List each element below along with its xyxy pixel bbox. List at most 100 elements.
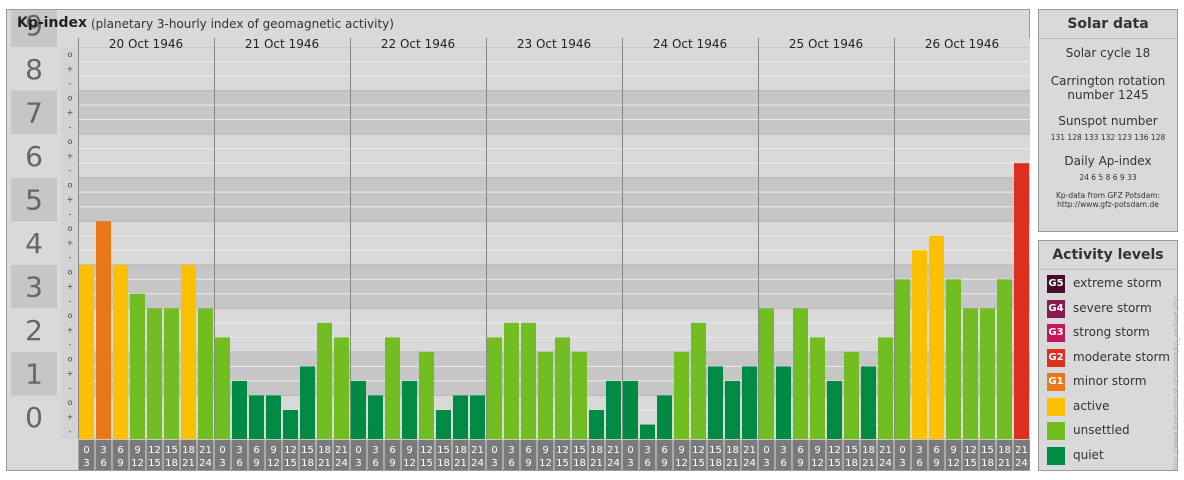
kp-bar-1-2 bbox=[249, 395, 264, 439]
y-tick-band bbox=[11, 264, 57, 309]
y-tick-label: 8 bbox=[25, 53, 43, 86]
interval-start: 6 bbox=[661, 445, 667, 456]
kp-bar-1-1 bbox=[232, 380, 247, 439]
level-g3-label: strong storm bbox=[1073, 325, 1150, 339]
interval-box bbox=[877, 440, 894, 470]
interval-box bbox=[605, 440, 622, 470]
interval-start: 9 bbox=[814, 445, 820, 456]
minor-tick-label: o bbox=[68, 224, 73, 233]
interval-box bbox=[707, 440, 724, 470]
interval-box bbox=[741, 440, 758, 470]
interval-end: 6 bbox=[916, 458, 922, 469]
kp-bar-6-4 bbox=[963, 308, 978, 439]
interval-box bbox=[656, 440, 673, 470]
interval-box bbox=[860, 440, 877, 470]
interval-start: 15 bbox=[573, 445, 586, 456]
interval-start: 0 bbox=[899, 445, 905, 456]
kp-bar-3-3 bbox=[538, 351, 553, 439]
interval-start: 12 bbox=[556, 445, 569, 456]
kp-bar-3-2 bbox=[521, 322, 536, 439]
kp-bar-1-4 bbox=[283, 409, 298, 439]
kp-bar-0-2 bbox=[113, 264, 128, 439]
kp-bar-3-1 bbox=[504, 322, 519, 439]
interval-end: 6 bbox=[236, 458, 242, 469]
interval-box bbox=[588, 440, 605, 470]
minor-tick-column bbox=[61, 47, 78, 439]
interval-end: 12 bbox=[539, 458, 552, 469]
interval-box bbox=[367, 440, 384, 470]
interval-end: 9 bbox=[117, 458, 123, 469]
chart-title: Kp-index bbox=[17, 15, 87, 31]
kp-bar-2-7 bbox=[470, 395, 485, 439]
interval-start: 3 bbox=[100, 445, 106, 456]
interval-box bbox=[316, 440, 333, 470]
minor-tick-label: + bbox=[67, 151, 74, 160]
interval-end: 21 bbox=[454, 458, 467, 469]
interval-end: 9 bbox=[389, 458, 395, 469]
kp-bar-5-5 bbox=[844, 351, 859, 439]
ap-title: Daily Ap-index bbox=[1064, 154, 1152, 168]
interval-box bbox=[673, 440, 690, 470]
activity-levels-title: Activity levels bbox=[1039, 241, 1177, 270]
y-tick-label: 6 bbox=[25, 140, 43, 173]
y-tick-band bbox=[11, 177, 57, 222]
interval-end: 3 bbox=[219, 458, 225, 469]
interval-box bbox=[384, 440, 401, 470]
day-label: 20 Oct 1946 bbox=[109, 37, 183, 51]
day-label: 25 Oct 1946 bbox=[789, 37, 863, 51]
minor-tick-label: + bbox=[67, 239, 74, 248]
interval-box bbox=[452, 440, 469, 470]
day-label: 23 Oct 1946 bbox=[517, 37, 591, 51]
kp-bar-0-0 bbox=[79, 264, 94, 439]
kp-bar-4-4 bbox=[691, 322, 706, 439]
interval-end: 24 bbox=[1015, 458, 1028, 469]
interval-start: 12 bbox=[284, 445, 297, 456]
interval-end: 12 bbox=[811, 458, 824, 469]
kp-band-7 bbox=[78, 90, 1030, 135]
interval-box bbox=[163, 440, 180, 470]
interval-start: 3 bbox=[372, 445, 378, 456]
interval-end: 18 bbox=[981, 458, 994, 469]
interval-start: 21 bbox=[1015, 445, 1028, 456]
interval-box bbox=[95, 440, 112, 470]
interval-box bbox=[469, 440, 486, 470]
minor-tick-label: - bbox=[69, 79, 72, 88]
interval-start: 12 bbox=[828, 445, 841, 456]
minor-tick-label: + bbox=[67, 413, 74, 422]
interval-start: 6 bbox=[253, 445, 259, 456]
interval-box bbox=[826, 440, 843, 470]
kp-bar-6-0 bbox=[895, 279, 910, 439]
interval-start: 6 bbox=[933, 445, 939, 456]
kp-bar-2-6 bbox=[453, 395, 468, 439]
interval-start: 18 bbox=[998, 445, 1011, 456]
interval-box bbox=[503, 440, 520, 470]
kp-bar-6-5 bbox=[980, 308, 995, 439]
interval-end: 3 bbox=[899, 458, 905, 469]
interval-start: 9 bbox=[678, 445, 684, 456]
interval-end: 9 bbox=[797, 458, 803, 469]
kp-bar-2-2 bbox=[385, 337, 400, 439]
kp-bar-4-2 bbox=[657, 395, 672, 439]
interval-start: 18 bbox=[182, 445, 195, 456]
interval-start: 18 bbox=[862, 445, 875, 456]
interval-start: 15 bbox=[165, 445, 178, 456]
kp-bar-5-2 bbox=[793, 308, 808, 439]
interval-box bbox=[486, 440, 503, 470]
kp-band-6 bbox=[78, 134, 1030, 178]
kp-bar-6-3 bbox=[946, 279, 961, 439]
interval-box bbox=[724, 440, 741, 470]
kp-bar-4-1 bbox=[640, 424, 655, 439]
interval-box bbox=[1013, 440, 1030, 470]
minor-tick-label: o bbox=[68, 93, 73, 102]
interval-start: 9 bbox=[270, 445, 276, 456]
kp-band-2 bbox=[78, 308, 1030, 352]
interval-end: 21 bbox=[862, 458, 875, 469]
level-g1-label: minor storm bbox=[1073, 374, 1147, 388]
kp-bar-3-7 bbox=[606, 380, 621, 439]
kp-bar-1-7 bbox=[334, 337, 349, 439]
level-g5-label: extreme storm bbox=[1073, 276, 1162, 290]
level-active-label: active bbox=[1073, 398, 1110, 413]
level-g5-swatch: G5 bbox=[1047, 275, 1065, 293]
day-label: 21 Oct 1946 bbox=[245, 37, 319, 51]
kp-bar-1-5 bbox=[300, 366, 315, 439]
